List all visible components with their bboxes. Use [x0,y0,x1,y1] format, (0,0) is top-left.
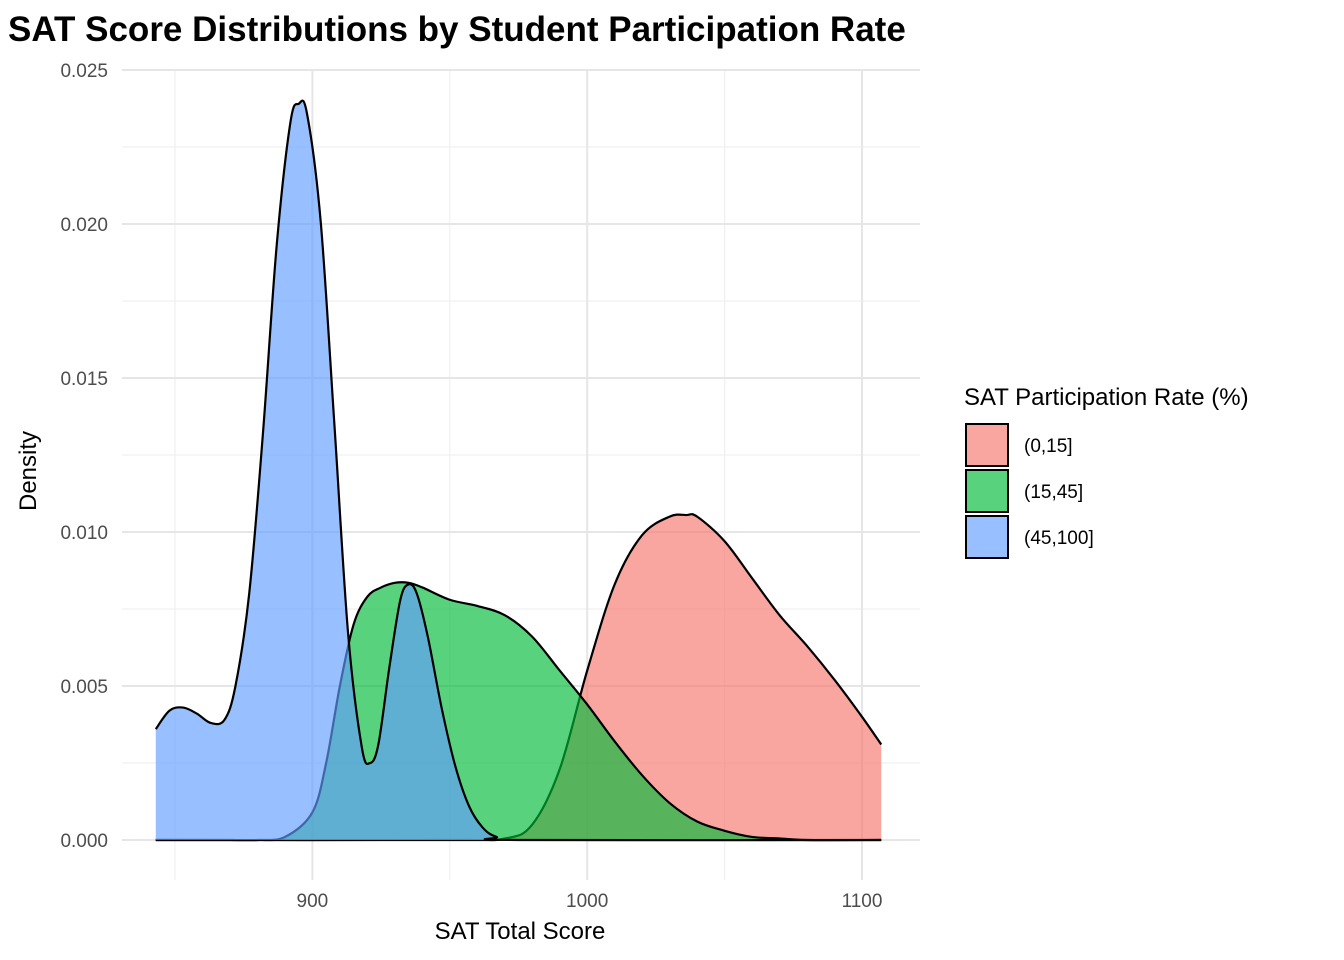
x-tick-label: 1000 [566,891,608,912]
legend-swatch [965,469,1009,513]
x-tick-label: 1100 [842,891,883,912]
density-area-series-2 [155,100,882,841]
y-tick-label: 0.005 [60,677,108,698]
legend-swatch [965,515,1009,559]
density-areas [154,99,883,842]
y-tick-label: 0.015 [60,369,108,390]
legend-label: (45,100] [1024,528,1094,549]
y-tick-label: 0.010 [60,523,108,544]
x-axis-title: SAT Total Score [435,918,606,945]
y-tick-label: 0.020 [60,215,108,236]
density-line-series-2 [154,99,882,842]
legend-label: (0,15] [1024,436,1073,457]
legend-swatch [965,423,1009,467]
y-axis-ticks: 0.000 0.005 0.010 0.015 0.020 0.025 [60,61,108,852]
y-axis-title: Density [15,431,42,511]
density-area-series-0 [155,514,882,841]
y-tick-label: 0.000 [60,831,108,852]
x-tick-label: 900 [297,891,329,912]
y-tick-label: 0.025 [60,61,108,82]
legend: SAT Participation Rate (%) (0,15] (15,45]… [964,384,1249,559]
x-axis-ticks: 900 1000 1100 [297,891,883,912]
legend-label: (15,45] [1024,482,1083,503]
legend-title: SAT Participation Rate (%) [964,384,1249,411]
chart-title: SAT Score Distributions by Student Parti… [8,10,906,49]
